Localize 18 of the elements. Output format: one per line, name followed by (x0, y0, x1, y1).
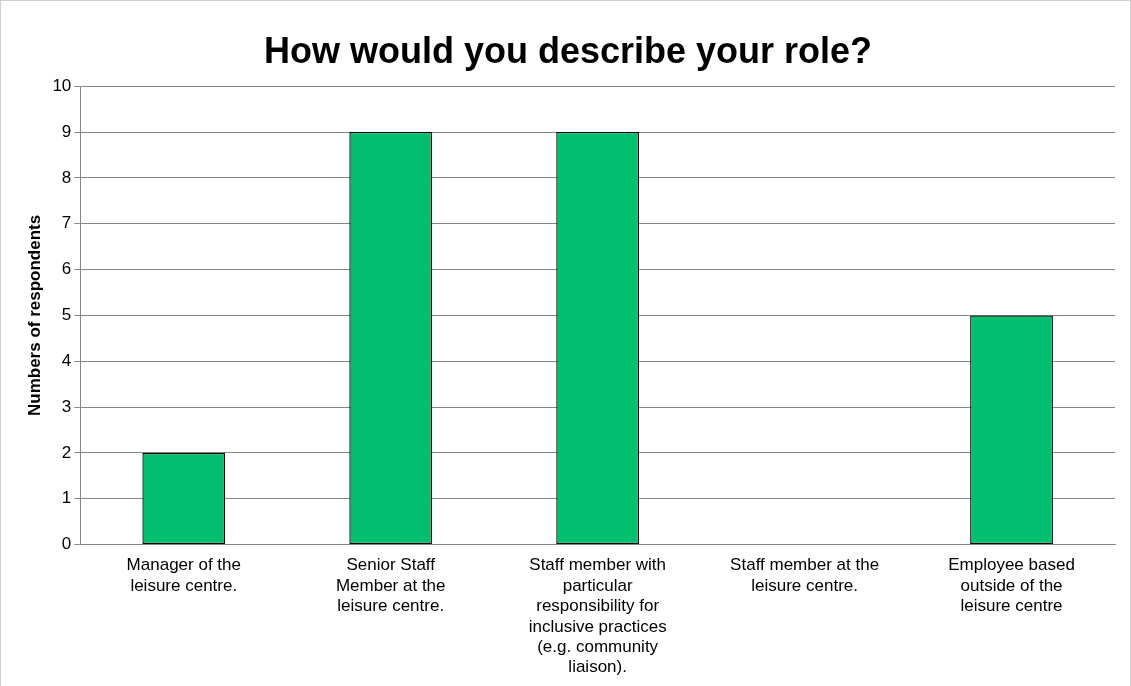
y-tick-label: 7 (61, 213, 72, 233)
y-tick-label: 8 (61, 167, 72, 187)
y-tick-label: 9 (61, 121, 72, 141)
y-tick-label: 10 (52, 75, 72, 95)
y-tick-label: 1 (61, 488, 72, 508)
y-tick-label: 0 (61, 534, 72, 554)
y-tick-label: 5 (61, 305, 72, 325)
x-tick-label: Staff member at the leisure centre. (730, 555, 880, 595)
x-tick-label: Employee based outside of the leisure centre (948, 555, 1075, 616)
y-tick-label: 6 (61, 259, 72, 279)
y-tick-label: 2 (61, 442, 72, 462)
x-tick-label: Senior Staff Member at the leisure centre. (335, 555, 446, 616)
y-tick-label: 3 (61, 396, 72, 416)
y-tick-label: 4 (61, 350, 72, 370)
x-tick-label: Manager of the leisure centre. (126, 555, 241, 595)
y-axis-title: Numbers of respondents (24, 214, 44, 416)
x-tick-label: Staff member with particular responsibility for inclusive practices (e.g. community liaison). (528, 555, 667, 677)
chart-title: How would you describe your role? (263, 29, 873, 71)
